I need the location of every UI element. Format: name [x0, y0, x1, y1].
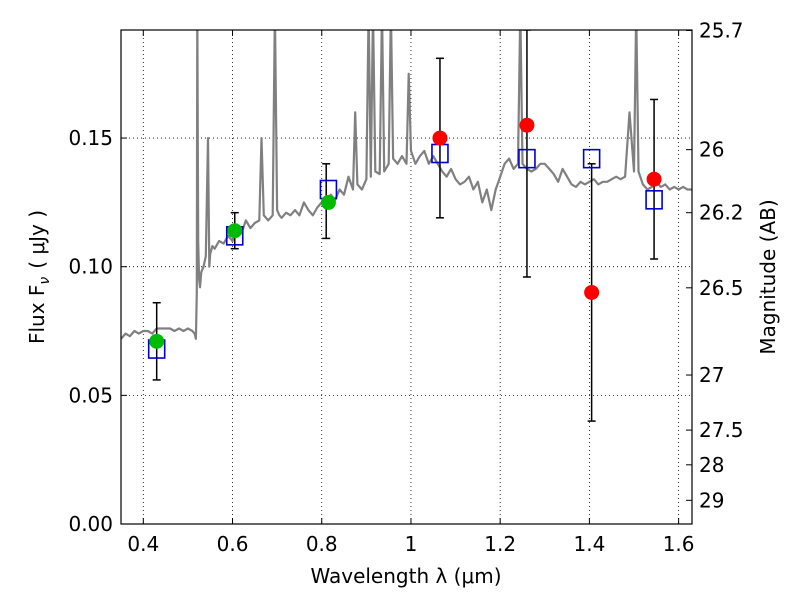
y-axis-label-subscript: ν: [37, 277, 53, 285]
open-square-marker: [518, 148, 536, 169]
y-axis-label: Flux Fν ( μJy ): [25, 210, 53, 344]
x-tick-label: 1.2: [484, 532, 516, 556]
error-bars: [152, 30, 659, 422]
y-tick-label: 0.05: [68, 383, 113, 407]
y-axis-label-main: Flux F: [25, 285, 49, 344]
x-tick-label: 1: [405, 532, 418, 556]
filled-circle-marker: [149, 333, 165, 349]
filled-circle-marker: [227, 223, 243, 239]
filled-circle-marker: [519, 117, 535, 133]
y-tick-label: 0.00: [68, 512, 113, 536]
x-tick-label: 1.6: [663, 532, 695, 556]
y2-tick-label: 26.5: [699, 276, 744, 300]
filled-circle-marker: [320, 194, 336, 210]
open-square-marker: [645, 190, 663, 210]
y2-tick-label: 26: [699, 138, 724, 162]
x-tick-label: 1.4: [573, 532, 605, 556]
spectrum-line: [121, 30, 692, 340]
x-axis-label: Wavelength λ (μm): [310, 564, 501, 588]
y2-tick-label: 25.7: [699, 19, 744, 43]
filled-circle-marker: [432, 130, 448, 146]
filled-circle-marker: [646, 171, 662, 187]
y-axis-label-unit: ( μJy ): [25, 210, 49, 269]
filled-circle-marker: [584, 284, 600, 300]
x-tick-label: 0.8: [306, 532, 338, 556]
y2-tick-label: 27.5: [699, 418, 744, 442]
y-tick-label: 0.15: [68, 126, 113, 150]
y2-tick-label: 28: [699, 453, 724, 477]
secondary-y-axis-label: Magnitude (AB): [756, 199, 780, 354]
y-tick-label: 0.10: [68, 255, 113, 279]
grid-lines: [121, 30, 692, 524]
open-square-marker: [582, 148, 601, 169]
y2-tick-label: 29: [699, 488, 724, 512]
y2-tick-label: 27: [699, 363, 724, 387]
data-markers: [147, 117, 663, 359]
plot-frame: [120, 29, 693, 525]
y2-tick-label: 26.2: [699, 201, 744, 225]
x-tick-label: 0.6: [217, 532, 249, 556]
x-tick-label: 0.4: [127, 532, 159, 556]
model-spectrum: [121, 30, 692, 340]
axis-ticks: 0.4 0.6 0.8 1 1.2 1.4 1.6 0.00 0.05 0.10 0.15 25.7 2…: [68, 19, 743, 556]
